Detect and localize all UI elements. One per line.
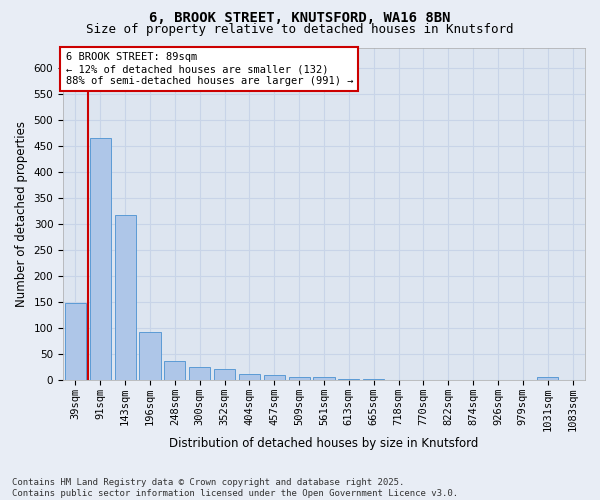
Bar	[164, 361, 185, 380]
Bar	[139, 332, 161, 380]
X-axis label: Distribution of detached houses by size in Knutsford: Distribution of detached houses by size …	[169, 437, 479, 450]
Text: 6 BROOK STREET: 89sqm
← 12% of detached houses are smaller (132)
88% of semi-det: 6 BROOK STREET: 89sqm ← 12% of detached …	[65, 52, 353, 86]
Text: 6, BROOK STREET, KNUTSFORD, WA16 8BN: 6, BROOK STREET, KNUTSFORD, WA16 8BN	[149, 11, 451, 25]
Bar	[189, 367, 210, 380]
Bar	[90, 138, 111, 380]
Bar	[239, 374, 260, 380]
Bar	[65, 303, 86, 380]
Bar	[214, 368, 235, 380]
Bar	[537, 377, 558, 380]
Y-axis label: Number of detached properties: Number of detached properties	[15, 121, 28, 307]
Text: Size of property relative to detached houses in Knutsford: Size of property relative to detached ho…	[86, 22, 514, 36]
Bar	[264, 375, 285, 380]
Bar	[115, 216, 136, 380]
Bar	[338, 379, 359, 380]
Bar	[289, 378, 310, 380]
Text: Contains HM Land Registry data © Crown copyright and database right 2025.
Contai: Contains HM Land Registry data © Crown c…	[12, 478, 458, 498]
Bar	[363, 379, 384, 380]
Bar	[313, 378, 335, 380]
